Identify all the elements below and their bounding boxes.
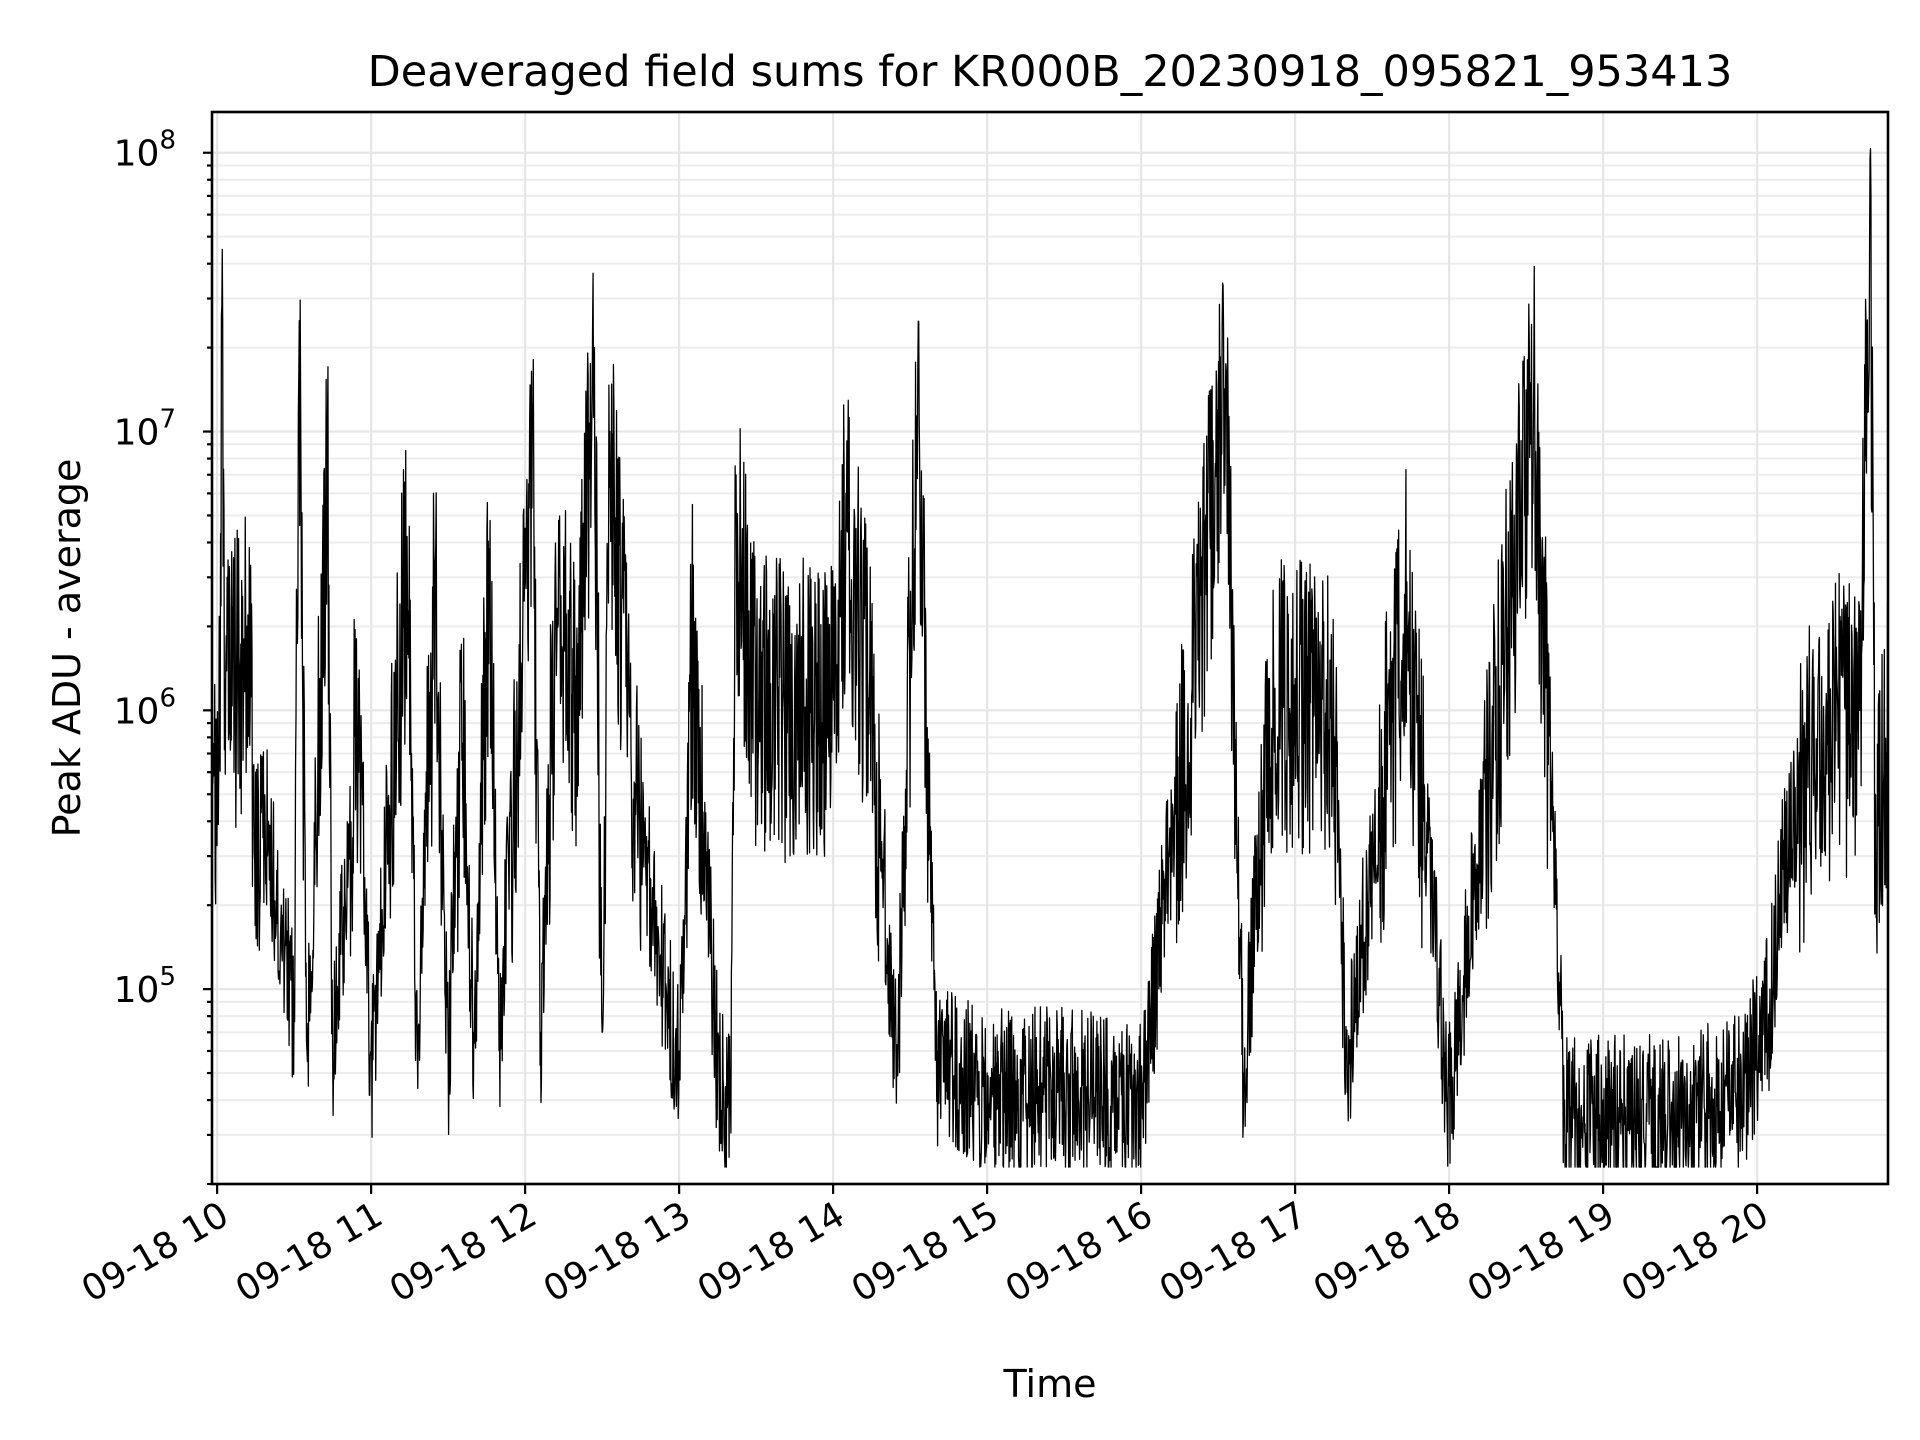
chart-title: Deaveraged field sums for KR000B_2023091… (368, 47, 1733, 97)
series-line-0 (211, 147, 1889, 1168)
y-tick-label-exponent: 7 (159, 405, 176, 435)
y-tick-label-base: 10 (114, 413, 160, 454)
y-tick-label: 108 (114, 126, 176, 175)
y-tick-label: 107 (114, 405, 176, 454)
plot-frame (210, 110, 1890, 1186)
y-tick-label: 105 (114, 962, 176, 1011)
y-tick-label: 106 (114, 683, 176, 732)
y-tick-label-base: 10 (114, 134, 160, 175)
y-tick-label-base: 10 (114, 691, 160, 732)
data-layer (211, 147, 1889, 1168)
y-tick-label-exponent: 6 (159, 683, 176, 713)
y-tick-label-exponent: 5 (159, 962, 176, 992)
y-tick-label-exponent: 8 (159, 126, 176, 156)
y-tick-label-base: 10 (114, 970, 160, 1011)
grid (212, 112, 1888, 1185)
x-axis-label: Time (1003, 1362, 1097, 1406)
y-axis-label: Peak ADU - average (45, 459, 89, 838)
